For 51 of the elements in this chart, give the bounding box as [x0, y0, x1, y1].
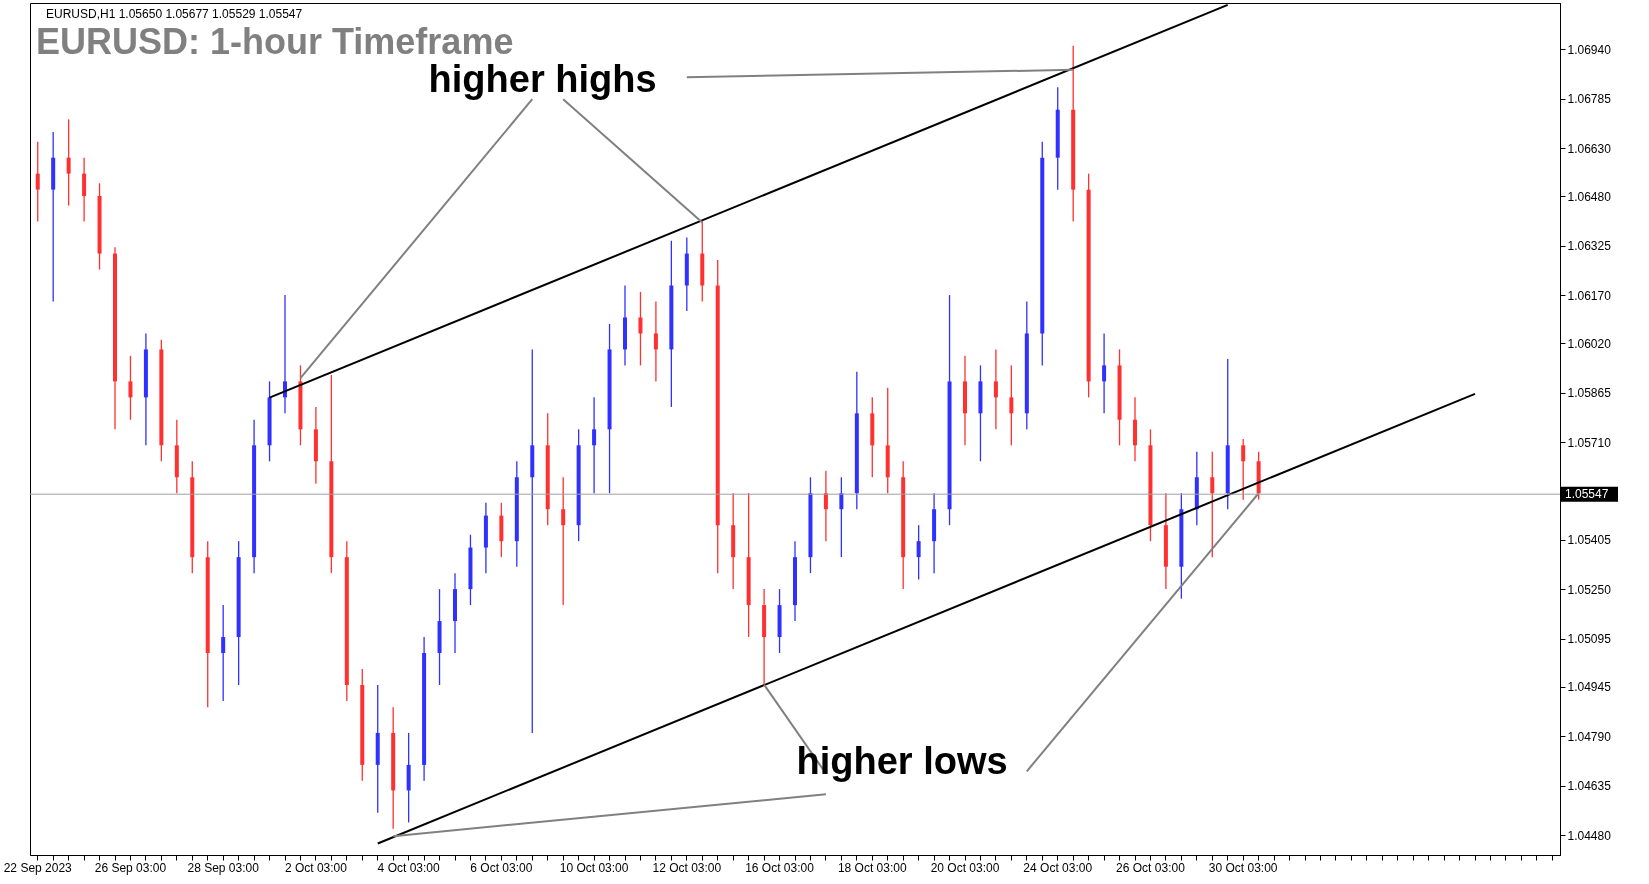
candlestick [561, 476, 566, 606]
candlestick [1009, 364, 1014, 446]
y-tick-label: 1.06325 [1567, 239, 1612, 254]
candlestick [993, 348, 998, 430]
x-tick-label: 20 Oct 03:00 [930, 860, 1000, 875]
y-tick-label: 1.04945 [1567, 680, 1612, 695]
y-tick-label: 1.04480 [1567, 828, 1612, 843]
candlestick [82, 157, 87, 223]
y-tick-label: 1.05250 [1567, 582, 1612, 597]
candlestick [823, 470, 828, 542]
ref-line-label: 1.05547 [1565, 487, 1609, 502]
x-tick-label: 16 Oct 03:00 [745, 860, 815, 875]
y-tick-label: 1.05710 [1567, 435, 1612, 450]
x-tick-label: 6 Oct 03:00 [470, 860, 533, 875]
candlestick [1241, 438, 1246, 501]
candlestick [638, 291, 643, 367]
candlestick [530, 348, 535, 734]
x-tick-label: 12 Oct 03:00 [652, 860, 722, 875]
y-tick-label: 1.06020 [1567, 336, 1612, 351]
y-tick-label: 1.06170 [1567, 288, 1612, 303]
candlestick [221, 604, 226, 702]
y-tick-label: 1.06480 [1567, 189, 1612, 204]
x-tick-label: 18 Oct 03:00 [837, 860, 907, 875]
candlestick [916, 524, 921, 581]
x-tick-label: 4 Oct 03:00 [377, 860, 440, 875]
y-tick-label: 1.05095 [1567, 632, 1612, 647]
candlestick [592, 396, 597, 494]
x-tick-label: 28 Sep 03:00 [187, 860, 260, 875]
x-tick-label: 26 Oct 03:00 [1116, 860, 1186, 875]
x-tick-label: 2 Oct 03:00 [284, 860, 348, 875]
candlestick [128, 355, 133, 421]
x-tick-label: 24 Oct 03:00 [1023, 860, 1093, 875]
x-tick-label: 22 Sep 2023 [3, 860, 73, 875]
x-tick-label: 30 Oct 03:00 [1208, 860, 1278, 875]
y-tick-label: 1.06630 [1567, 141, 1612, 156]
candlestick [839, 476, 844, 558]
y-tick-label: 1.06785 [1567, 92, 1612, 107]
y-tick-label: 1.04790 [1567, 729, 1612, 744]
candlestick [1210, 451, 1215, 558]
y-tick-label: 1.04635 [1567, 779, 1612, 794]
annotation: EURUSD,H1 1.05650 1.05677 1.05529 1.05547 [46, 7, 303, 21]
candlestick [35, 141, 40, 223]
x-tick-label: 10 Oct 03:00 [559, 860, 629, 875]
y-tick-label: 1.05405 [1567, 533, 1612, 548]
candlestick [1102, 332, 1107, 414]
annotation: higher lows [796, 740, 1008, 782]
x-tick-label: 26 Sep 03:00 [94, 860, 167, 875]
y-tick-label: 1.05865 [1567, 386, 1612, 401]
candlestick [653, 300, 658, 383]
y-tick-label: 1.06940 [1567, 42, 1612, 57]
candlestick [66, 118, 71, 207]
